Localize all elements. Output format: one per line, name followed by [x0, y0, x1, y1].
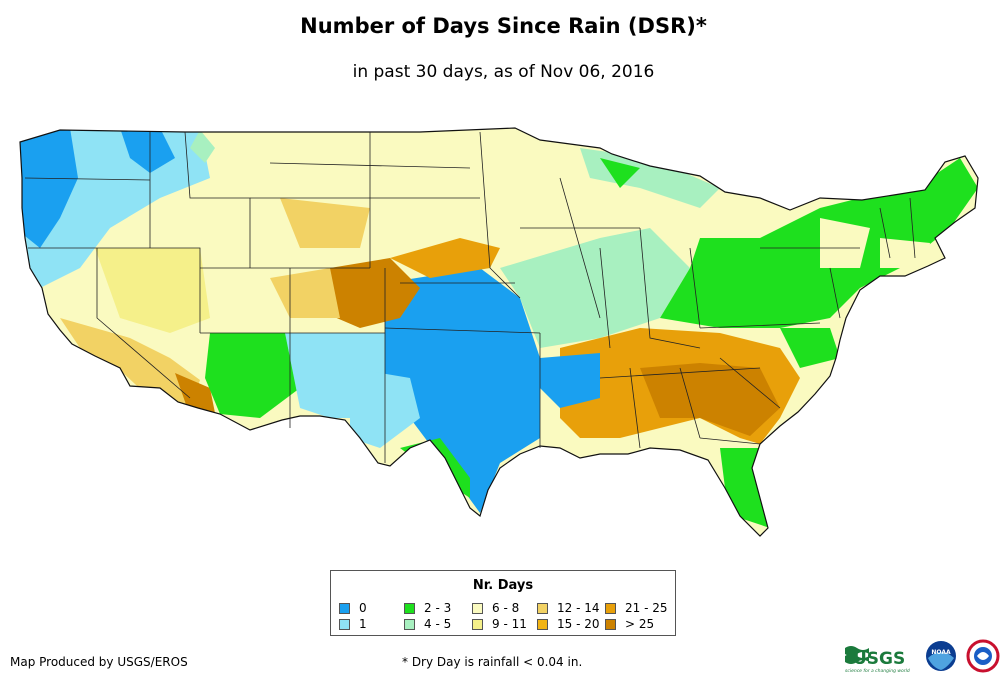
legend-label: 4 - 5 [424, 617, 452, 631]
legend-item-3: 4 - 5 [404, 617, 451, 631]
legend-swatch [605, 618, 616, 630]
legend-swatch [339, 602, 350, 614]
legend-swatch [472, 618, 483, 630]
legend-label: 15 - 20 [557, 617, 600, 631]
usgs-logo: USGS science for a changing world [845, 646, 910, 674]
legend-item-9: > 25 [605, 617, 654, 631]
legend-label: 0 [359, 601, 367, 615]
legend-swatch [404, 602, 415, 614]
usgs-wordmark: USGS [853, 649, 905, 669]
map-subtitle: in past 30 days, as of Nov 06, 2016 [352, 62, 655, 82]
legend-title: Nr. Days [472, 578, 534, 593]
footnote-text: * Dry Day is rainfall < 0.04 in. [402, 655, 583, 669]
legend-swatch [404, 618, 415, 630]
legend-swatch [537, 618, 548, 630]
nws-logo [966, 639, 1000, 673]
legend-item-4: 6 - 8 [472, 601, 519, 615]
legend-item-1: 1 [339, 617, 367, 631]
legend-item-2: 2 - 3 [404, 601, 451, 615]
legend-swatch [339, 618, 350, 630]
state-boundaries [24, 131, 916, 463]
legend-swatch [537, 602, 548, 614]
legend-label: 2 - 3 [424, 601, 452, 615]
legend-item-8: 21 - 25 [605, 601, 668, 615]
legend-label: 21 - 25 [625, 601, 668, 615]
us-dsr-map [19, 127, 979, 537]
legend-swatch [472, 602, 483, 614]
agency-logos: USGS science for a changing world NOAA [845, 639, 1000, 674]
legend-label: 12 - 14 [557, 601, 600, 615]
legend-label: > 25 [625, 617, 655, 631]
dsr-color-fill [20, 128, 978, 536]
legend: Nr. Days 0 1 2 - 3 4 - 5 6 - 8 9 - 11 12… [330, 570, 676, 636]
legend-item-7: 15 - 20 [537, 617, 600, 631]
us-outline [19, 127, 979, 537]
noaa-logo: NOAA [926, 641, 956, 671]
legend-label: 1 [359, 617, 367, 631]
credit-text: Map Produced by USGS/EROS [10, 655, 188, 669]
legend-item-0: 0 [339, 601, 367, 615]
legend-item-5: 9 - 11 [472, 617, 527, 631]
legend-item-6: 12 - 14 [537, 601, 600, 615]
legend-label: 6 - 8 [492, 601, 520, 615]
legend-swatch [605, 602, 616, 614]
usgs-tagline: science for a changing world [845, 668, 910, 674]
noaa-wordmark: NOAA [931, 649, 951, 656]
legend-label: 9 - 11 [492, 617, 527, 631]
map-title: Number of Days Since Rain (DSR)* [300, 14, 707, 38]
